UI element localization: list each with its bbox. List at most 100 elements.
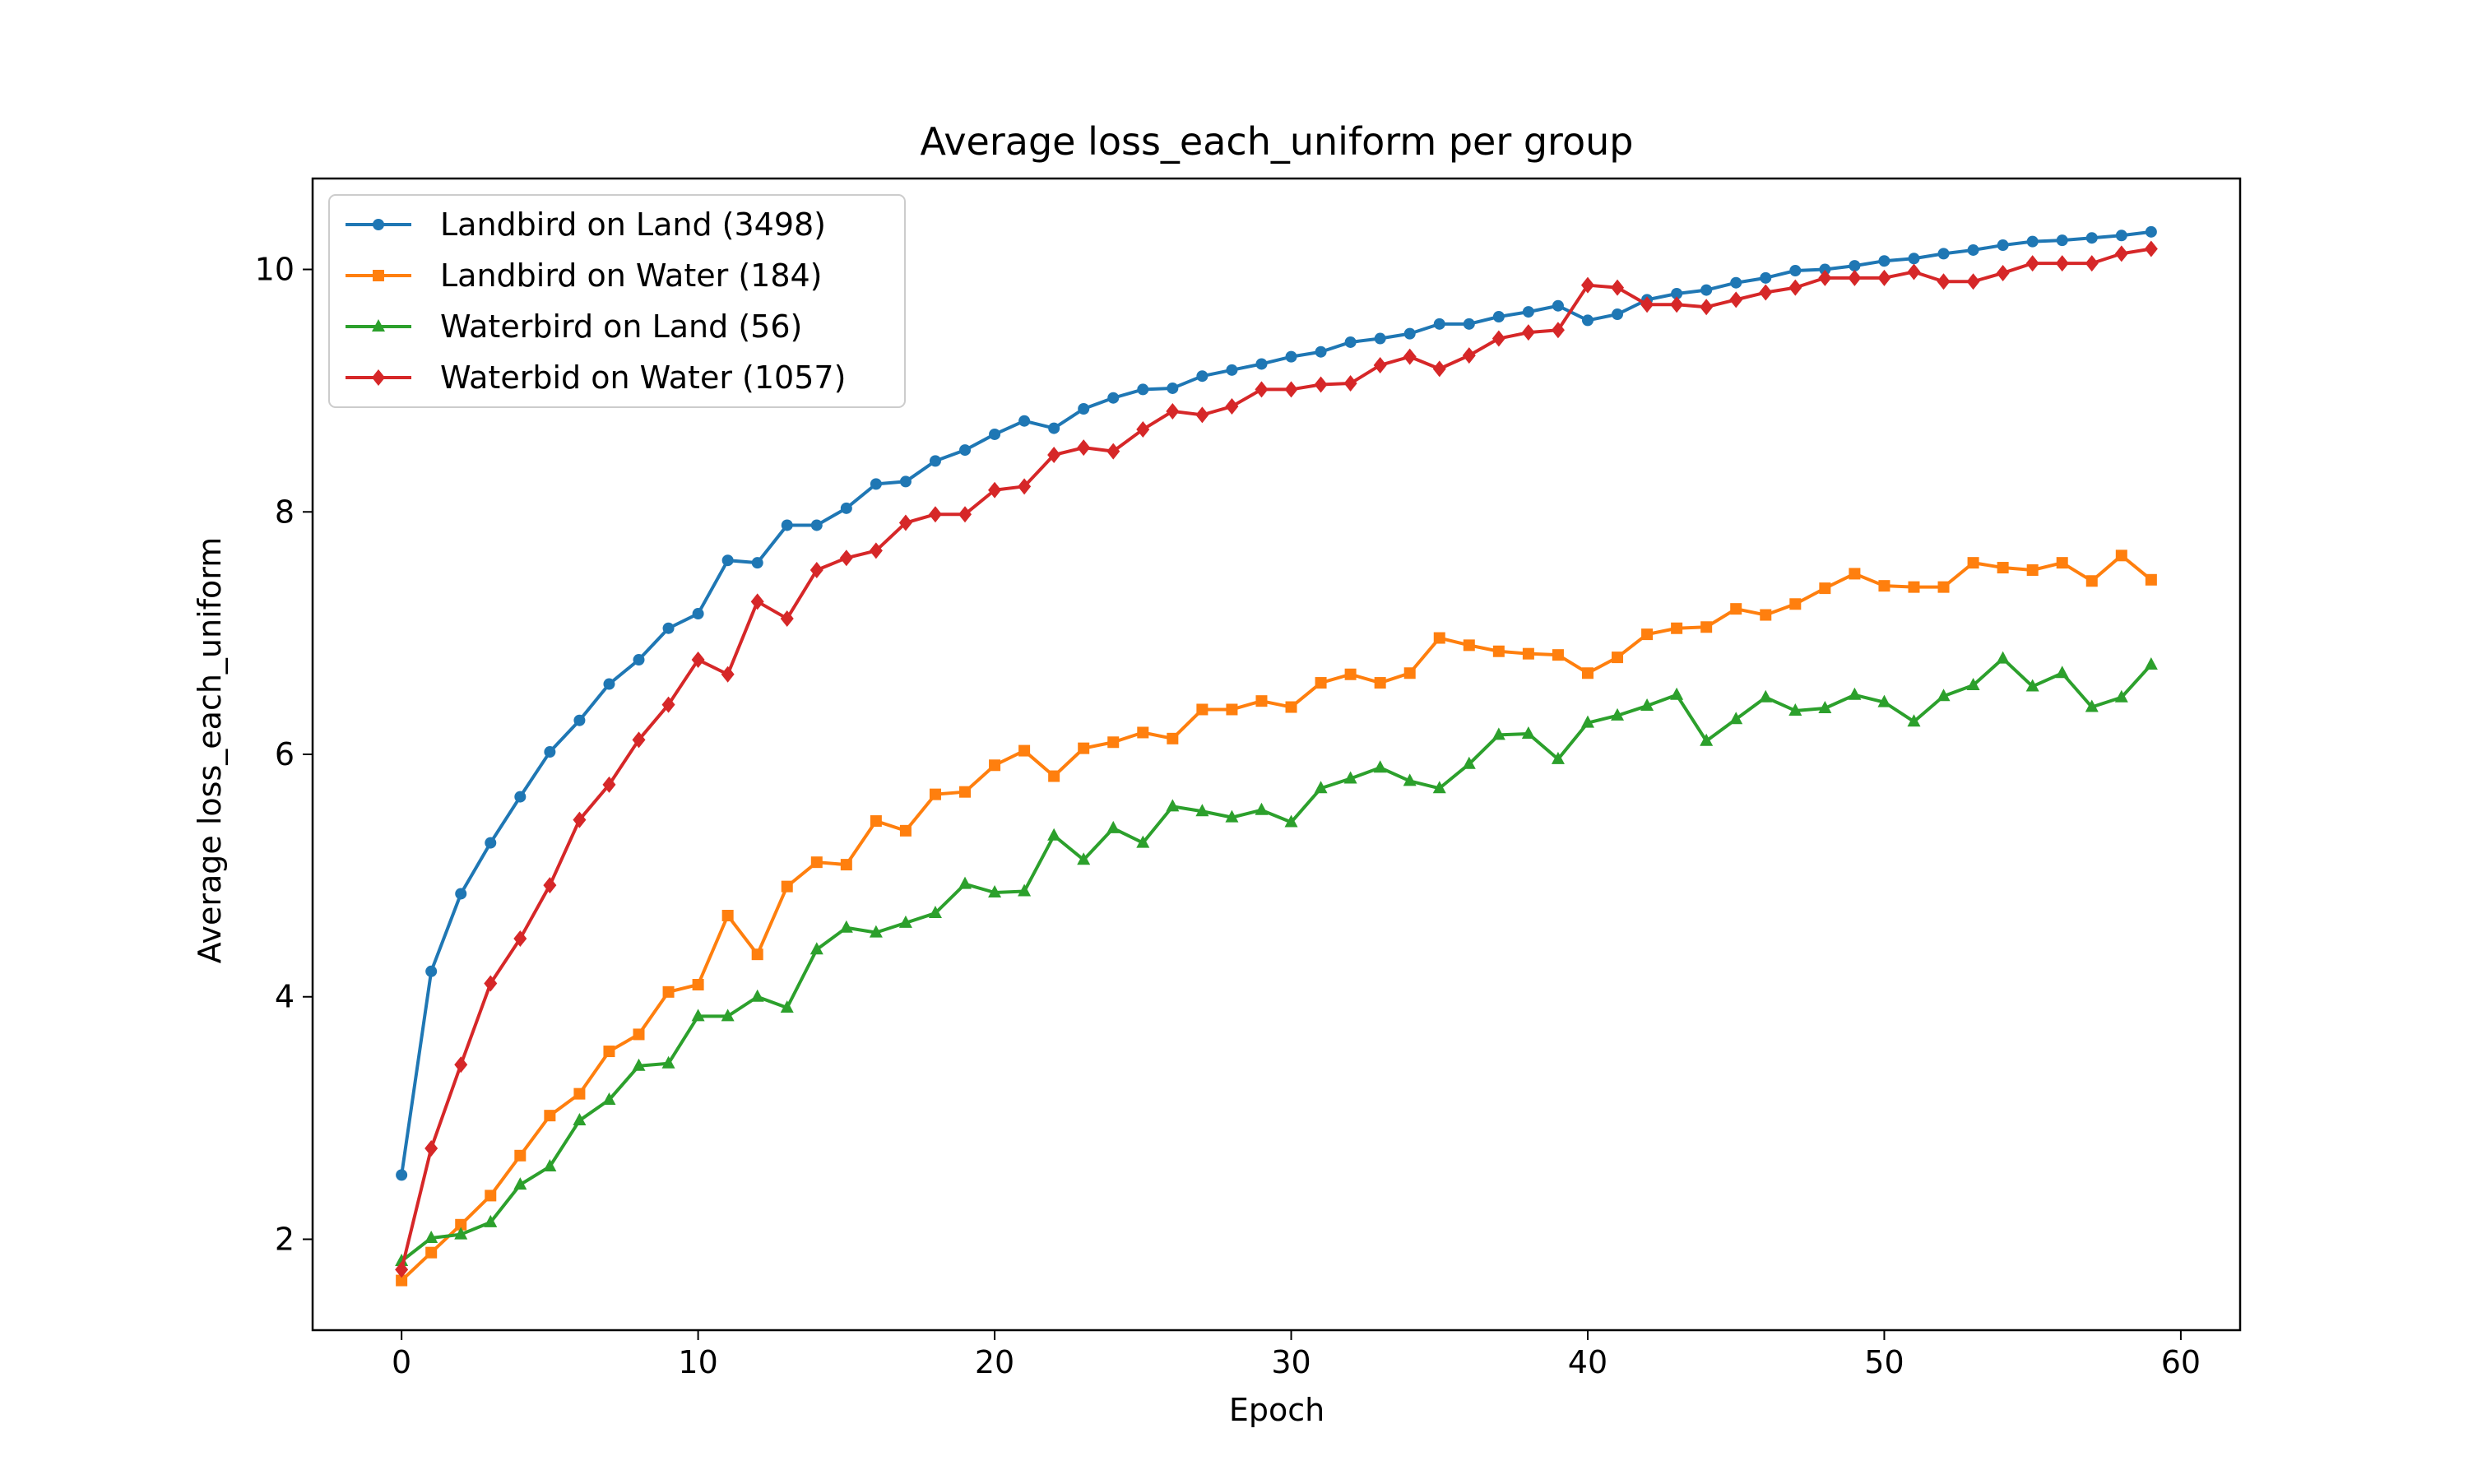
data-point [2055, 665, 2069, 679]
data-point [899, 475, 912, 488]
data-point [1907, 263, 1921, 281]
data-point [573, 1087, 586, 1100]
data-point [959, 444, 972, 457]
data-point [1196, 703, 1208, 716]
series-2 [396, 550, 2157, 1287]
data-point [544, 746, 556, 758]
legend-entry: Waterbird on Land (56) [346, 308, 802, 345]
data-point [1580, 715, 1594, 728]
data-point [573, 1113, 587, 1126]
data-point [1432, 360, 1446, 378]
data-point [869, 542, 883, 559]
data-point [2085, 575, 2098, 587]
data-point [899, 824, 912, 837]
data-point [780, 610, 794, 627]
data-point [750, 593, 764, 610]
data-point [1522, 647, 1534, 660]
data-point [1640, 296, 1654, 313]
data-point [1492, 645, 1505, 657]
data-point [396, 1274, 408, 1287]
y-tick-label: 4 [275, 979, 295, 1015]
series-3 [395, 651, 2158, 1266]
x-tick-label: 60 [2161, 1344, 2201, 1380]
data-point [1788, 279, 1802, 296]
data-point [632, 1058, 646, 1071]
data-point [1403, 773, 1417, 786]
legend-label: Landbird on Water (184) [440, 257, 823, 294]
data-point [839, 550, 853, 567]
x-tick-label: 20 [975, 1344, 1014, 1380]
data-point [928, 906, 942, 919]
data-point [1462, 347, 1476, 364]
data-point [603, 1046, 615, 1058]
x-tick-label: 50 [1864, 1344, 1904, 1380]
data-point [2026, 564, 2039, 576]
data-point [1106, 820, 1120, 833]
data-point [602, 776, 616, 793]
data-point [2115, 230, 2127, 242]
data-point [691, 1009, 705, 1022]
data-point [455, 888, 467, 900]
data-point [870, 815, 882, 828]
data-point [1285, 350, 1297, 363]
x-axis-label: Epoch [1229, 1392, 1324, 1428]
data-point [750, 989, 764, 1002]
data-point [721, 665, 735, 683]
data-point [1849, 568, 1861, 580]
data-point [1343, 375, 1357, 392]
data-point [1284, 814, 1298, 828]
data-point [781, 880, 793, 893]
data-point [1581, 667, 1594, 679]
data-point [1433, 318, 1445, 330]
data-point [721, 910, 734, 921]
data-point [1107, 392, 1120, 404]
data-point [662, 985, 675, 998]
data-point [485, 837, 497, 849]
data-point [661, 696, 675, 713]
data-point [2056, 557, 2068, 569]
data-point [1374, 677, 1386, 689]
data-point [1789, 265, 1802, 276]
data-point [1433, 632, 1445, 644]
data-point [1670, 687, 1684, 700]
series-line [400, 656, 2153, 1263]
data-point [1729, 291, 1743, 308]
data-point [929, 455, 941, 467]
data-point [1166, 402, 1180, 420]
data-point [1908, 253, 1920, 265]
data-point [1285, 701, 1297, 713]
data-point [425, 965, 438, 977]
legend-marker [372, 319, 385, 332]
data-point [2026, 235, 2039, 248]
data-point [633, 1028, 645, 1041]
data-point [2025, 679, 2039, 692]
data-point [988, 481, 1002, 499]
data-point [958, 876, 972, 889]
data-point [425, 1246, 438, 1259]
data-point [514, 1149, 527, 1162]
data-point [1373, 760, 1387, 773]
data-point [602, 1092, 616, 1105]
data-point [484, 975, 498, 992]
data-point [1018, 744, 1031, 757]
data-point [1819, 582, 1831, 595]
data-point [1937, 248, 1950, 260]
data-point [810, 856, 823, 869]
data-point [513, 1177, 527, 1190]
data-point [1877, 269, 1891, 286]
data-point [2056, 234, 2068, 247]
data-point [1966, 678, 1980, 690]
data-point [1344, 668, 1357, 680]
data-point [1670, 296, 1684, 313]
data-point [1788, 703, 1802, 716]
data-point [1136, 835, 1150, 848]
data-point [1878, 255, 1890, 267]
data-point [928, 506, 942, 523]
data-point [1374, 332, 1386, 345]
data-point [1878, 580, 1890, 592]
data-point [751, 948, 763, 961]
data-point [513, 930, 527, 947]
data-point [1521, 324, 1535, 341]
data-point [959, 786, 972, 798]
